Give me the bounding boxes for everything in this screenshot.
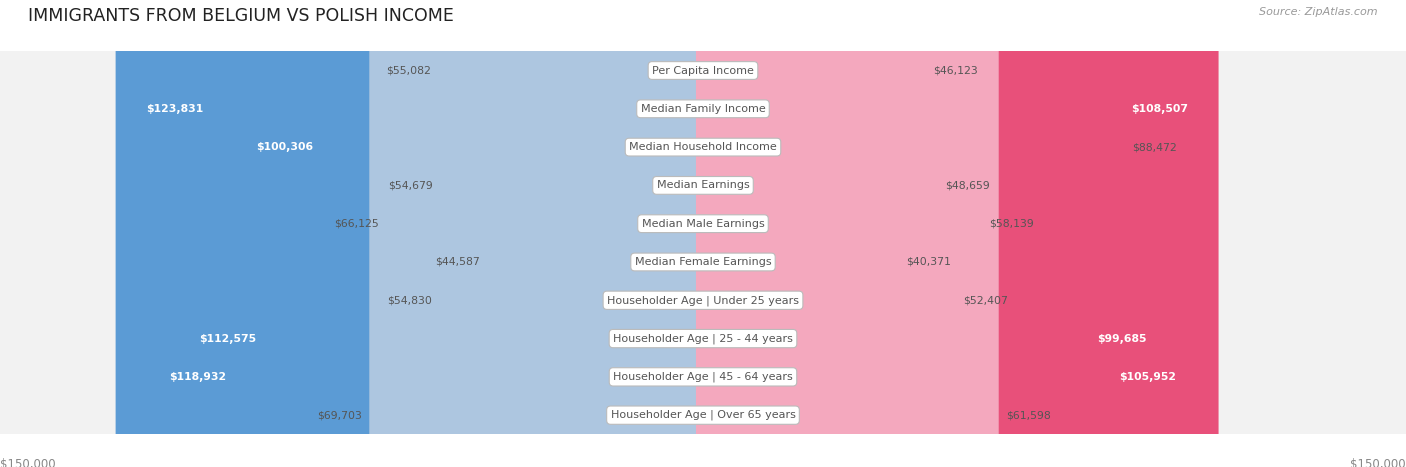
Text: $99,685: $99,685 — [1097, 333, 1147, 344]
Text: $88,472: $88,472 — [1132, 142, 1177, 152]
FancyBboxPatch shape — [439, 0, 710, 467]
FancyBboxPatch shape — [387, 0, 710, 467]
FancyBboxPatch shape — [696, 0, 1177, 467]
Text: Median Family Income: Median Family Income — [641, 104, 765, 114]
FancyBboxPatch shape — [226, 0, 710, 467]
Text: $66,125: $66,125 — [335, 219, 380, 229]
Text: Source: ZipAtlas.com: Source: ZipAtlas.com — [1260, 7, 1378, 17]
Text: Householder Age | 25 - 44 years: Householder Age | 25 - 44 years — [613, 333, 793, 344]
Text: Median Male Earnings: Median Male Earnings — [641, 219, 765, 229]
Text: Median Earnings: Median Earnings — [657, 180, 749, 191]
Text: Householder Age | Over 65 years: Householder Age | Over 65 years — [610, 410, 796, 420]
Text: Householder Age | 45 - 64 years: Householder Age | 45 - 64 years — [613, 372, 793, 382]
FancyBboxPatch shape — [696, 0, 900, 467]
Text: $48,659: $48,659 — [945, 180, 990, 191]
FancyBboxPatch shape — [115, 0, 710, 467]
Text: $105,952: $105,952 — [1119, 372, 1177, 382]
Text: $150,000: $150,000 — [0, 458, 56, 467]
Text: $69,703: $69,703 — [318, 410, 363, 420]
FancyBboxPatch shape — [370, 0, 710, 467]
Text: $46,123: $46,123 — [934, 65, 979, 76]
FancyBboxPatch shape — [696, 0, 983, 467]
Text: $52,407: $52,407 — [963, 295, 1008, 305]
FancyBboxPatch shape — [486, 0, 710, 467]
Text: Median Female Earnings: Median Female Earnings — [634, 257, 772, 267]
Text: $58,139: $58,139 — [990, 219, 1035, 229]
FancyBboxPatch shape — [139, 0, 710, 467]
Text: Householder Age | Under 25 years: Householder Age | Under 25 years — [607, 295, 799, 305]
FancyBboxPatch shape — [440, 0, 710, 467]
FancyBboxPatch shape — [696, 0, 1219, 467]
Text: $40,371: $40,371 — [907, 257, 950, 267]
FancyBboxPatch shape — [437, 0, 710, 467]
FancyBboxPatch shape — [169, 0, 710, 467]
FancyBboxPatch shape — [696, 0, 956, 467]
FancyBboxPatch shape — [696, 0, 1125, 467]
Text: $54,830: $54,830 — [387, 295, 432, 305]
Text: $150,000: $150,000 — [1350, 458, 1406, 467]
Text: $123,831: $123,831 — [146, 104, 204, 114]
Text: $55,082: $55,082 — [385, 65, 430, 76]
Text: IMMIGRANTS FROM BELGIUM VS POLISH INCOME: IMMIGRANTS FROM BELGIUM VS POLISH INCOME — [28, 7, 454, 25]
Text: $118,932: $118,932 — [169, 372, 226, 382]
Text: $112,575: $112,575 — [198, 333, 256, 344]
Text: Median Household Income: Median Household Income — [628, 142, 778, 152]
FancyBboxPatch shape — [696, 0, 1206, 467]
FancyBboxPatch shape — [696, 0, 938, 467]
FancyBboxPatch shape — [696, 0, 927, 467]
Text: Per Capita Income: Per Capita Income — [652, 65, 754, 76]
Text: $108,507: $108,507 — [1130, 104, 1188, 114]
FancyBboxPatch shape — [696, 0, 998, 467]
Text: $100,306: $100,306 — [256, 142, 314, 152]
Text: $61,598: $61,598 — [1005, 410, 1050, 420]
Text: $54,679: $54,679 — [388, 180, 433, 191]
Text: $44,587: $44,587 — [436, 257, 479, 267]
